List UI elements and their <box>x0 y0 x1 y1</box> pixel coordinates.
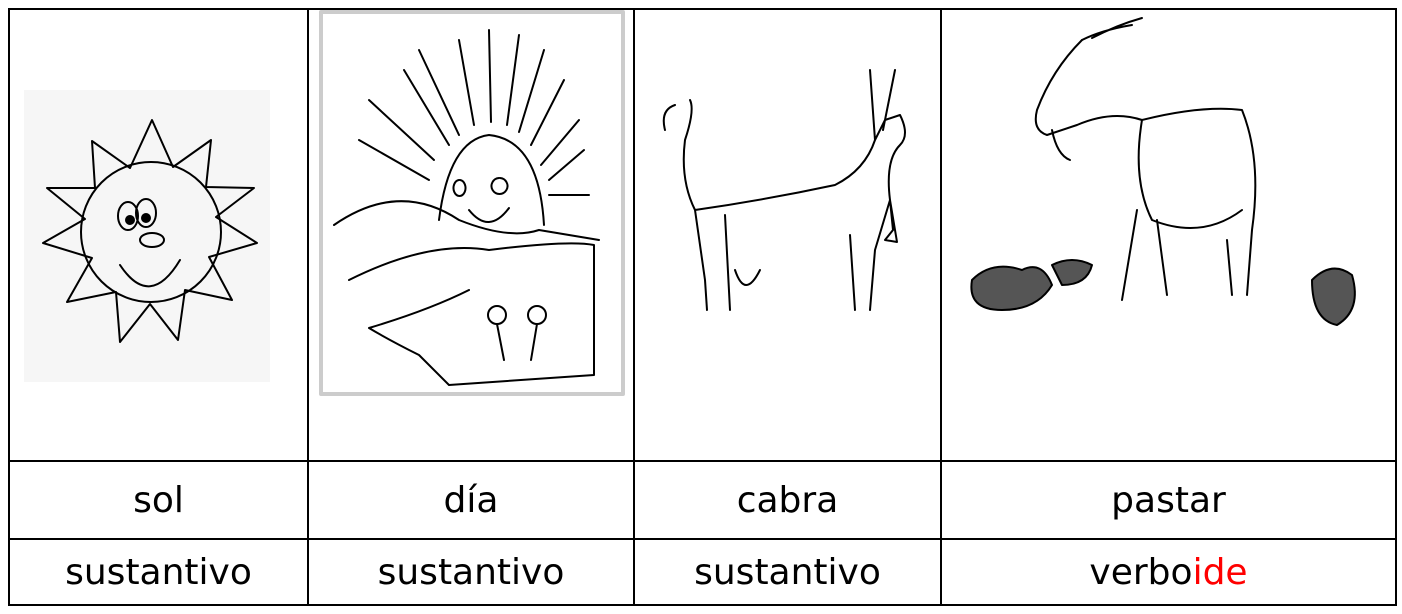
word-type-suffix: ide <box>1192 551 1248 593</box>
word-type: verbo <box>1089 551 1193 593</box>
image-cell <box>940 8 1397 462</box>
word-cell: día <box>307 460 635 540</box>
word: día <box>443 479 499 521</box>
image-cell <box>633 8 942 462</box>
word-type: sustantivo <box>65 551 252 593</box>
image-row <box>8 8 1397 462</box>
word-cell: sol <box>8 460 309 540</box>
type-cell: sustantivo <box>8 538 309 606</box>
type-cell: sustantivo <box>307 538 635 606</box>
word-type: sustantivo <box>694 551 881 593</box>
image-cell <box>8 8 309 462</box>
word: pastar <box>1111 479 1226 521</box>
goat-drawing <box>662 69 906 311</box>
word-type: sustantivo <box>377 551 565 593</box>
word: cabra <box>736 479 839 521</box>
type-cell: sustantivo <box>633 538 942 606</box>
grazing-goat-drawing <box>970 17 1356 326</box>
word-cell: cabra <box>633 460 942 540</box>
word: sol <box>133 479 184 521</box>
sun-drawing <box>24 90 270 382</box>
image-cell <box>307 8 635 462</box>
type-cell: verboide <box>940 538 1397 606</box>
type-row: sustantivo sustantivo sustantivo verboid… <box>8 538 1397 606</box>
word-row: sol día cabra pastar <box>8 460 1397 540</box>
word-cell: pastar <box>940 460 1397 540</box>
sunrise-drawing <box>319 10 625 396</box>
vocabulary-table: sol día cabra pastar sustantivo sustanti… <box>8 8 1397 606</box>
